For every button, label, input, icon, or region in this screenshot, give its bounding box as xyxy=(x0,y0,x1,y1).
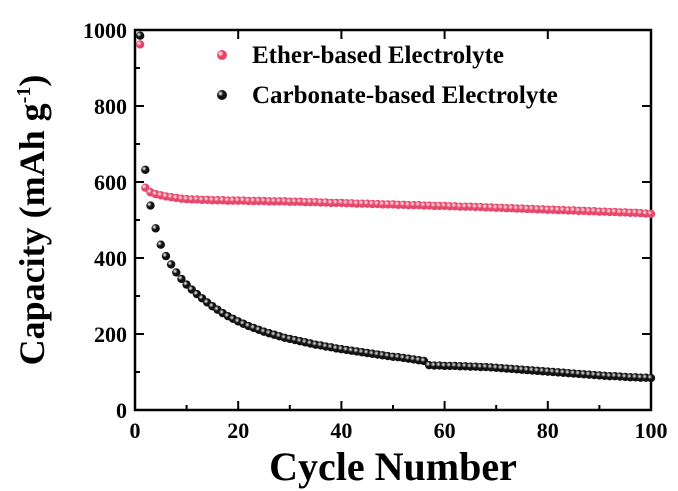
x-tick-label: 20 xyxy=(227,418,249,443)
axis-ticks xyxy=(134,29,652,411)
x-tick-label: 40 xyxy=(330,418,352,443)
data-point xyxy=(135,40,145,49)
x-tick-label: 60 xyxy=(434,418,456,443)
data-point xyxy=(166,260,176,269)
y-tick-label: 400 xyxy=(94,246,127,271)
data-point xyxy=(646,373,656,383)
y-tick-label: 800 xyxy=(94,94,127,119)
data-point xyxy=(135,31,145,40)
data-point xyxy=(161,251,171,261)
series-1 xyxy=(135,31,656,383)
y-axis-title-main: Capacity (mAh g xyxy=(12,103,52,365)
data-point xyxy=(151,224,160,233)
x-tick-label: 100 xyxy=(635,418,668,443)
y-tick-label: 1000 xyxy=(83,18,127,43)
series-0 xyxy=(135,40,656,219)
x-tick-label: 80 xyxy=(537,418,559,443)
y-axis-title-sup: -1 xyxy=(13,87,35,104)
x-axis-title: Cycle Number xyxy=(269,444,517,489)
y-axis-title: Capacity (mAh g-1) xyxy=(12,75,52,366)
legend: Ether-based Electrolyte Carbonate-based E… xyxy=(217,42,558,109)
x-tick-label: 0 xyxy=(130,418,141,443)
data-point xyxy=(146,201,155,210)
data-point xyxy=(177,274,186,284)
y-tick-label: 200 xyxy=(94,322,127,347)
data-point xyxy=(156,240,165,249)
legend-label: Ether-based Electrolyte xyxy=(252,42,504,69)
legend-label: Carbonate-based Electrolyte xyxy=(252,82,558,109)
legend-marker xyxy=(217,90,227,100)
data-points xyxy=(135,31,656,383)
y-tick-label: 600 xyxy=(94,170,127,195)
legend-marker xyxy=(217,50,227,60)
data-point xyxy=(646,209,656,219)
data-point xyxy=(172,268,181,277)
data-point xyxy=(141,165,150,175)
y-axis-title-close: ) xyxy=(12,75,52,87)
y-tick-label: 0 xyxy=(116,398,127,423)
